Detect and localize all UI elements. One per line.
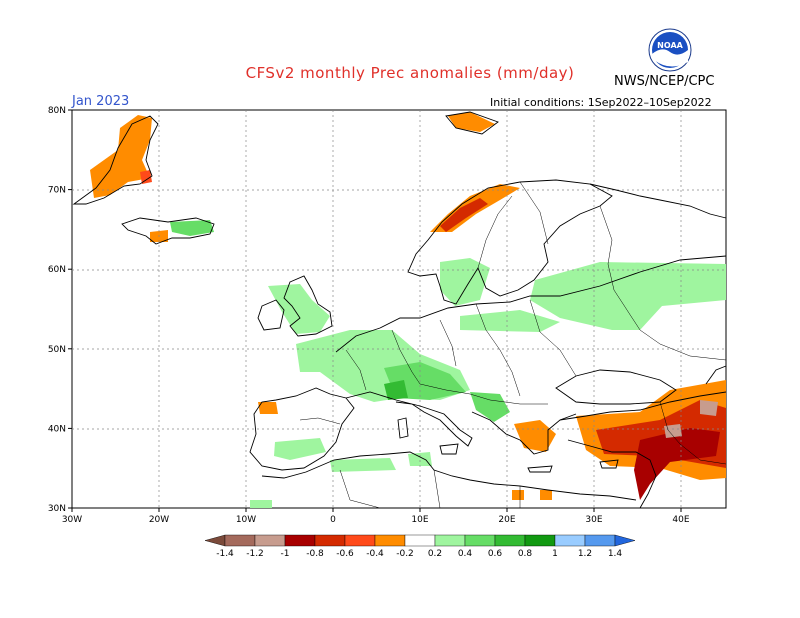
colorbar-swatch [374,534,406,547]
coast-black-sea [555,369,677,405]
colorbar-swatch [344,534,376,547]
anomaly-portugal-orange [258,402,278,414]
longitude-tick-label: 0 [330,515,336,525]
coast-crete [527,465,553,473]
agency-label: NWS/NCEP/CPC [614,74,715,89]
colorbar-label: 1.4 [608,549,623,559]
coast-britain [283,275,333,337]
anomaly-morocco-green [250,500,272,508]
longitude-tick-label: 10E [411,515,428,525]
coast-turkey [559,391,727,421]
noaa-logo-text: NOAA [657,41,683,50]
coast-greenland [72,115,159,205]
anomaly-alps-darkgreen [384,380,408,400]
latitude-tick-label: 80N [48,106,66,116]
anomaly-britain-green [268,284,330,334]
colorbar-swatch [524,534,556,547]
initial-conditions-label: Initial conditions: 1Sep2022–10Sep2022 [490,96,712,109]
colorbar: -1.4 -1.2 -1 -0.8 -0.6 -0.4 -0.2 0.2 0.4 0.6 0.8 1 1… [204,534,636,559]
anomaly-iberia-green [274,438,326,460]
longitude-tick-label: 30W [62,515,82,525]
coast-iberia [249,387,355,471]
longitude-tick-label: 40E [672,515,689,525]
colorbar-label: -0.6 [336,549,354,559]
latitude-tick-label: 50N [48,345,66,355]
colorbar-swatch [494,534,526,547]
colorbar-swatch [584,534,616,547]
coast-cyprus [599,459,619,469]
month-label: Jan 2023 [72,94,130,109]
country-borders [299,181,727,509]
coast-france-italy [345,391,473,447]
colorbar-label: -1 [281,549,290,559]
colorbar-label: 0.6 [488,549,503,559]
colorbar-label: 0.2 [428,549,442,559]
colorbar-label: 0.4 [458,549,473,559]
coast-sicily [439,443,459,455]
coast-sardinia [397,417,409,439]
coast-ireland [257,299,285,331]
coast-svalbard [445,111,499,135]
anomaly-iraq-brown [664,424,682,438]
colorbar-label: -0.4 [366,549,384,559]
colorbar-label: 0.8 [518,549,533,559]
colorbar-arrow-high [614,534,636,547]
anomaly-iceland-green [170,220,214,236]
coast-caspian [705,365,727,385]
coast-scandinavia [407,179,613,305]
latitude-tick-label: 70N [48,186,66,196]
colorbar-label: 1 [552,549,558,559]
colorbar-swatch [284,534,316,547]
map-title: CFSv2 monthly Prec anomalies (mm/day) [245,64,575,82]
colorbar-swatch [464,534,496,547]
colorbar-swatch [224,534,256,547]
anomaly-algeria-green [330,458,396,472]
coastlines [72,111,727,509]
coast-balkans-greece [471,411,577,455]
colorbar-label: -0.8 [306,549,324,559]
noaa-logo-icon: NOAA [648,28,692,72]
anomaly-greenland-red [140,170,152,184]
colorbar-label: -1.4 [216,549,234,559]
colorbar-label: -0.2 [396,549,414,559]
anomaly-balkan-green [470,392,510,422]
latitude-ticks: 30N 40N 50N 60N 70N 80N [48,106,72,514]
longitude-tick-label: 30E [585,515,602,525]
coast-turkey-south [567,439,657,509]
anomaly-tunisia-green [408,452,432,466]
colorbar-swatch [404,534,436,547]
colorbar-swatch [554,534,586,547]
colorbar-swatch [254,534,286,547]
anomaly-sinai-orange [512,490,552,500]
latitude-tick-label: 30N [48,504,66,514]
colorbar-swatch [434,534,466,547]
colorbar-label: -1.2 [246,549,264,559]
coast-kola-white-sea [589,183,727,219]
anomaly-baltic-green [530,262,726,330]
longitude-tick-label: 20W [149,515,169,525]
colorbar-arrow-low [204,534,226,547]
coast-iceland [121,217,215,245]
longitude-tick-label: 10W [236,515,256,525]
latitude-tick-label: 60N [48,265,66,275]
colorbar-swatch [314,534,346,547]
anomaly-levant-darkred [634,428,720,500]
anomaly-greenland [90,115,152,198]
anomaly-norway-red [440,198,488,232]
anomaly-svalbard [448,112,495,132]
longitude-ticks: 30W 20W 10W 0 10E 20E 30E 40E [62,508,690,525]
longitude-tick-label: 20E [498,515,515,525]
coast-mainland-north [335,255,727,353]
anomaly-shading [90,112,726,508]
colorbar-label: 1.2 [578,549,592,559]
anomaly-caucasus-brown [700,400,718,416]
latitude-tick-label: 40N [48,424,66,434]
